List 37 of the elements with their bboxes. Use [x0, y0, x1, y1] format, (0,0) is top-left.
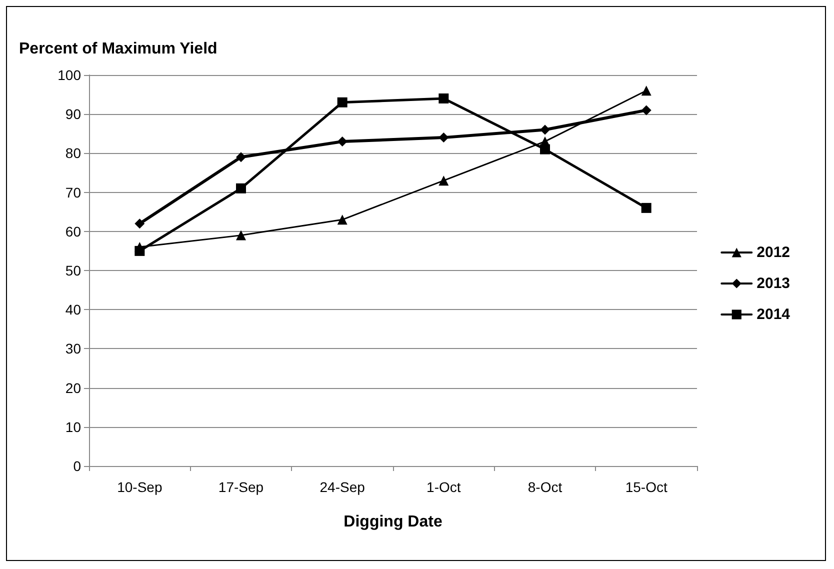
point — [236, 183, 246, 194]
x-axis-title: Digging Date — [344, 514, 442, 530]
point — [337, 136, 348, 146]
y-tick-label: 20 — [65, 380, 82, 396]
point — [236, 230, 246, 240]
x-tick-label: 8-Oct — [528, 479, 562, 495]
y-tick-label: 80 — [65, 145, 82, 162]
point — [337, 97, 348, 108]
x-tick-label: 10-Sep — [117, 479, 162, 495]
point — [438, 93, 449, 104]
y-tick-label: 70 — [65, 184, 82, 200]
point — [236, 152, 246, 162]
x-tick-label: 1-Oct — [426, 479, 461, 495]
x-tick-label: 24-Sep — [320, 479, 366, 495]
point — [540, 124, 550, 135]
legend-label: 2013 — [756, 275, 790, 292]
legend-label: 2014 — [756, 306, 791, 323]
point — [438, 176, 449, 186]
point — [438, 132, 449, 143]
y-tick-label: 30 — [65, 340, 82, 357]
point — [641, 202, 652, 213]
y-tick-label: 90 — [65, 106, 82, 122]
point — [134, 242, 145, 252]
y-tick-label: 50 — [65, 262, 82, 278]
point — [337, 214, 348, 225]
x-tick-label: 17-Sep — [218, 479, 264, 495]
y-axis-title: Percent of Maximum Yield — [19, 40, 218, 58]
point — [641, 105, 652, 116]
legend-label: 2012 — [756, 244, 790, 261]
x-tick-label: 15-Oct — [625, 479, 668, 495]
y-tick-label: 40 — [65, 302, 82, 318]
y-tick-label: 10 — [65, 418, 82, 435]
y-tick-label: 0 — [73, 458, 82, 474]
y-tick-label: 100 — [58, 67, 82, 83]
y-tick-label: 60 — [65, 223, 82, 240]
point — [134, 218, 145, 229]
point — [641, 86, 652, 96]
